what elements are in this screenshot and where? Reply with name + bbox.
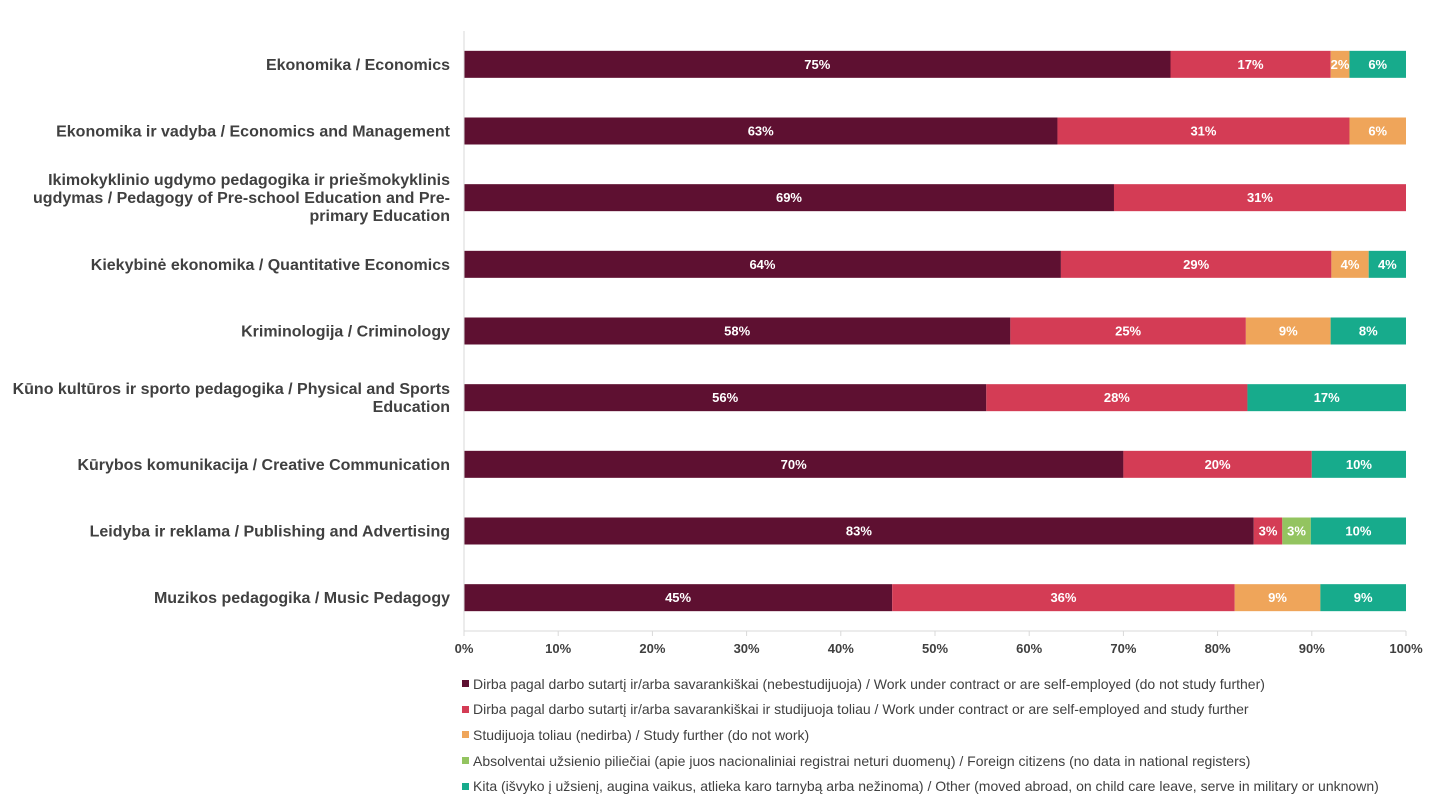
bar-segment: [464, 50, 1171, 78]
bar-segment: [464, 184, 1114, 212]
legend-item: Dirba pagal darbo sutartį ir/arba savara…: [462, 671, 1379, 697]
legend-swatch: [462, 705, 469, 713]
data-label: 64%: [749, 257, 775, 272]
data-label: 9%: [1279, 324, 1298, 339]
bar-segment: [464, 517, 1254, 545]
bar-segment: [1060, 250, 1332, 278]
legend-label: Kita (išvyko į užsienį, augina vaikus, a…: [473, 778, 1379, 795]
x-tick-label: 50%: [922, 641, 948, 656]
data-label: 2%: [1331, 57, 1350, 72]
bar-segment: [892, 584, 1235, 612]
data-label: 6%: [1368, 124, 1387, 139]
bar-segment: [1113, 184, 1406, 212]
data-label: 4%: [1341, 257, 1360, 272]
bar-segment: [1245, 317, 1331, 345]
data-label: 63%: [748, 124, 774, 139]
data-label: 58%: [724, 324, 750, 339]
bar-segment: [1310, 517, 1406, 545]
data-label: 10%: [1346, 457, 1372, 472]
data-label: 29%: [1183, 257, 1209, 272]
bar-segment: [986, 384, 1248, 412]
data-label: 3%: [1259, 524, 1278, 539]
x-tick-label: 100%: [1389, 641, 1423, 656]
data-label: 25%: [1115, 324, 1141, 339]
legend-item: Kita (išvyko į užsienį, augina vaikus, a…: [462, 773, 1379, 799]
bar-segment: [1349, 117, 1406, 145]
x-tick-label: 40%: [828, 641, 854, 656]
bar-segment: [1253, 517, 1283, 545]
legend-swatch: [462, 782, 469, 790]
data-label: 70%: [781, 457, 807, 472]
bar-segment: [1057, 117, 1350, 145]
bar-segment: [464, 117, 1058, 145]
bar-segment: [1247, 384, 1406, 412]
legend-item: Dirba pagal darbo sutartį ir/arba savara…: [462, 697, 1379, 723]
bar-segment: [1330, 50, 1350, 78]
bar-segment: [1311, 450, 1406, 478]
legend-item: Studijuoja toliau (nedirba) / Study furt…: [462, 722, 1379, 748]
legend-label: Dirba pagal darbo sutartį ir/arba savara…: [473, 675, 1265, 692]
data-label: 28%: [1104, 390, 1130, 405]
category-label: Muzikos pedagogika / Music Pedagogy: [154, 590, 450, 607]
category-label: Kūno kultūros ir sporto pedagogika / Phy…: [13, 381, 451, 416]
data-label: 75%: [804, 57, 830, 72]
data-label: 8%: [1359, 324, 1378, 339]
bar-segment: [1282, 517, 1311, 545]
data-label: 17%: [1238, 57, 1264, 72]
x-tick-label: 10%: [545, 641, 571, 656]
bar-segment: [464, 584, 893, 612]
data-label: 6%: [1368, 57, 1387, 72]
category-label: Leidyba ir reklama / Publishing and Adve…: [90, 524, 450, 541]
legend-swatch: [462, 757, 469, 765]
legend-swatch: [462, 731, 469, 739]
data-label: 36%: [1050, 590, 1076, 605]
data-label: 4%: [1378, 257, 1397, 272]
x-tick-label: 70%: [1110, 641, 1136, 656]
category-label: Kūrybos komunikacija / Creative Communic…: [77, 457, 450, 474]
bar-segment: [1368, 250, 1406, 278]
category-label: Ekonomika / Economics: [266, 57, 450, 74]
category-label: Kiekybinė ekonomika / Quantitative Econo…: [91, 257, 450, 274]
x-tick-label: 90%: [1299, 641, 1325, 656]
data-label: 20%: [1205, 457, 1231, 472]
data-label: 56%: [712, 390, 738, 405]
data-label: 31%: [1190, 124, 1216, 139]
x-tick-label: 80%: [1205, 641, 1231, 656]
data-label: 9%: [1268, 590, 1287, 605]
bar-segment: [1010, 317, 1246, 345]
x-tick-label: 20%: [639, 641, 665, 656]
data-label: 10%: [1345, 524, 1371, 539]
x-tick-label: 0%: [455, 641, 474, 656]
category-label: Ekonomika ir vadyba / Economics and Mana…: [56, 124, 451, 141]
chart-legend: Dirba pagal darbo sutartį ir/arba savara…: [462, 671, 1379, 799]
category-label: Kriminologija / Criminology: [241, 324, 450, 341]
legend-swatch: [462, 680, 469, 688]
x-tick-label: 60%: [1016, 641, 1042, 656]
bar-segment: [1234, 584, 1321, 612]
bar-segment: [464, 450, 1124, 478]
bar-segment: [1349, 50, 1406, 78]
data-label: 45%: [665, 590, 691, 605]
data-label: 3%: [1287, 524, 1306, 539]
bar-segment: [1330, 317, 1406, 345]
legend-item: Absolventai užsienio piliečiai (apie juo…: [462, 748, 1379, 774]
data-label: 83%: [846, 524, 872, 539]
data-label: 9%: [1354, 590, 1373, 605]
data-label: 69%: [776, 190, 802, 205]
bar-segment: [1123, 450, 1312, 478]
data-label: 31%: [1247, 190, 1273, 205]
bar-segment: [1320, 584, 1406, 612]
legend-label: Absolventai užsienio piliečiai (apie juo…: [473, 752, 1251, 769]
category-label: Ikimokyklinio ugdymo pedagogika ir prieš…: [33, 172, 450, 225]
bar-segment: [464, 250, 1061, 278]
bar-segment: [1331, 250, 1369, 278]
x-tick-label: 30%: [734, 641, 760, 656]
bar-segment: [464, 317, 1011, 345]
legend-label: Dirba pagal darbo sutartį ir/arba savara…: [473, 701, 1249, 718]
bar-segment: [464, 384, 987, 412]
legend-label: Studijuoja toliau (nedirba) / Study furt…: [473, 726, 810, 743]
bar-segment: [1170, 50, 1331, 78]
data-label: 17%: [1314, 390, 1340, 405]
